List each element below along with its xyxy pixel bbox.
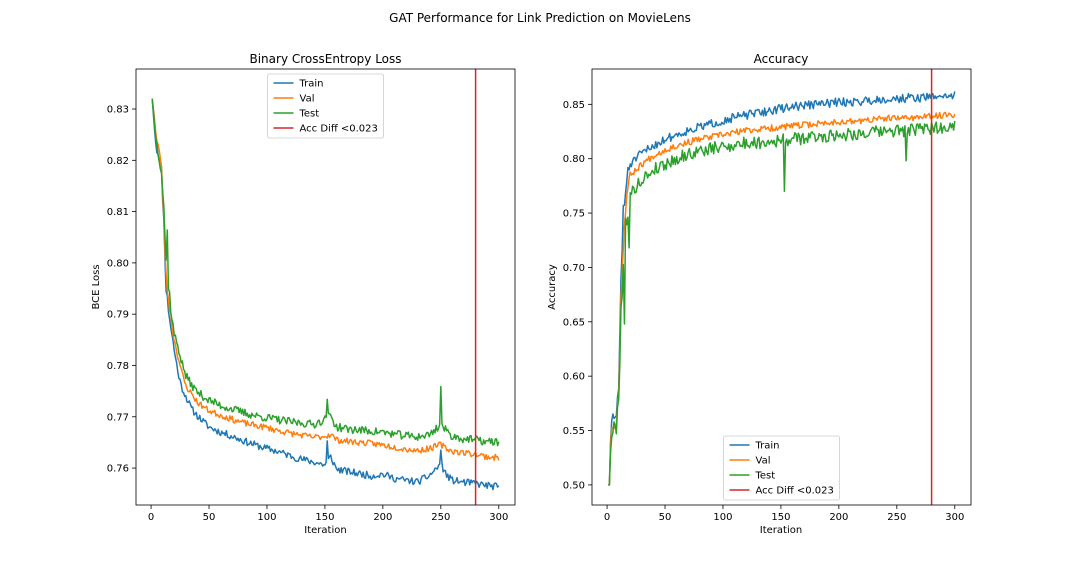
accuracy-ytick-label: 0.80 xyxy=(563,154,585,165)
loss-chart-title: Binary CrossEntropy Loss xyxy=(249,52,401,66)
loss-chart: Binary CrossEntropy Loss Iteration BCE L… xyxy=(91,52,516,536)
loss-chart-ticks: 0 50 100 150 200 250 300 0.76 0.77 0.78 0.79 0.80 0.… xyxy=(107,105,509,523)
loss-ytick-label: 0.82 xyxy=(107,156,129,167)
accuracy-chart-ticks: 0 50 100 150 200 250 300 0.50 0.55 0.60 0.65 0.70 0.… xyxy=(563,100,965,523)
accuracy-ytick-label: 0.50 xyxy=(563,480,585,491)
accuracy-chart-frame xyxy=(591,68,972,506)
accuracy-ytick-label: 0.55 xyxy=(563,426,585,437)
loss-series-val xyxy=(151,98,500,461)
loss-legend-label-val: Val xyxy=(300,94,315,105)
loss-xtick-label: 0 xyxy=(148,512,154,523)
loss-chart-ylabel: BCE Loss xyxy=(91,264,102,309)
accuracy-chart-legend: Train Val Test Acc Diff <0.023 xyxy=(723,435,840,501)
accuracy-xtick-label: 100 xyxy=(713,512,732,523)
loss-legend-box xyxy=(267,73,384,139)
accuracy-chart-title: Accuracy xyxy=(754,52,809,66)
accuracy-xtick-label: 200 xyxy=(829,512,848,523)
loss-ytick-label: 0.78 xyxy=(107,361,129,372)
loss-xtick-label: 200 xyxy=(373,512,392,523)
loss-ytick-label: 0.83 xyxy=(107,105,129,116)
accuracy-xtick-label: 300 xyxy=(945,512,964,523)
accuracy-legend-label-acc-diff: Acc Diff <0.023 xyxy=(756,486,834,497)
loss-chart-xlabel: Iteration xyxy=(304,525,346,536)
loss-ytick-label: 0.79 xyxy=(107,310,129,321)
loss-ytick-label: 0.81 xyxy=(107,207,129,218)
accuracy-legend-label-train: Train xyxy=(755,441,780,452)
accuracy-ytick-label: 0.65 xyxy=(563,317,585,328)
accuracy-chart-xlabel: Iteration xyxy=(760,525,802,536)
loss-legend-label-test: Test xyxy=(299,109,320,120)
accuracy-series-train xyxy=(608,91,956,486)
loss-series-test xyxy=(151,98,500,447)
loss-xtick-label: 50 xyxy=(203,512,216,523)
loss-legend-label-acc-diff: Acc Diff <0.023 xyxy=(300,124,378,135)
loss-ytick-label: 0.77 xyxy=(107,412,129,423)
loss-chart-frame xyxy=(135,68,516,506)
accuracy-xtick-label: 250 xyxy=(887,512,906,523)
accuracy-series-test xyxy=(608,120,956,486)
accuracy-chart-lines xyxy=(608,69,956,505)
loss-ytick-label: 0.80 xyxy=(107,258,129,269)
accuracy-legend-box xyxy=(723,435,840,501)
accuracy-xtick-label: 150 xyxy=(771,512,790,523)
loss-xtick-label: 150 xyxy=(315,512,334,523)
loss-ytick-label: 0.76 xyxy=(107,464,129,475)
accuracy-chart: Accuracy Iteration Accuracy 0 50 100 150 200… xyxy=(547,52,972,536)
loss-xtick-label: 300 xyxy=(489,512,508,523)
accuracy-ytick-label: 0.75 xyxy=(563,209,585,220)
accuracy-ytick-label: 0.85 xyxy=(563,100,585,111)
loss-xtick-label: 100 xyxy=(257,512,276,523)
loss-chart-legend: Train Val Test Acc Diff <0.023 xyxy=(267,73,384,139)
accuracy-ytick-label: 0.70 xyxy=(563,263,585,274)
figure-suptitle: GAT Performance for Link Prediction on M… xyxy=(389,11,691,25)
accuracy-xtick-label: 0 xyxy=(604,512,610,523)
loss-legend-label-train: Train xyxy=(299,79,324,90)
accuracy-ytick-label: 0.60 xyxy=(563,372,585,383)
loss-series-train xyxy=(151,98,500,491)
loss-xtick-label: 250 xyxy=(431,512,450,523)
loss-chart-lines xyxy=(151,69,500,505)
accuracy-series-val xyxy=(608,111,956,486)
accuracy-chart-ylabel: Accuracy xyxy=(547,264,558,310)
accuracy-legend-label-val: Val xyxy=(756,456,771,467)
accuracy-legend-label-test: Test xyxy=(755,471,776,482)
accuracy-xtick-label: 50 xyxy=(659,512,672,523)
